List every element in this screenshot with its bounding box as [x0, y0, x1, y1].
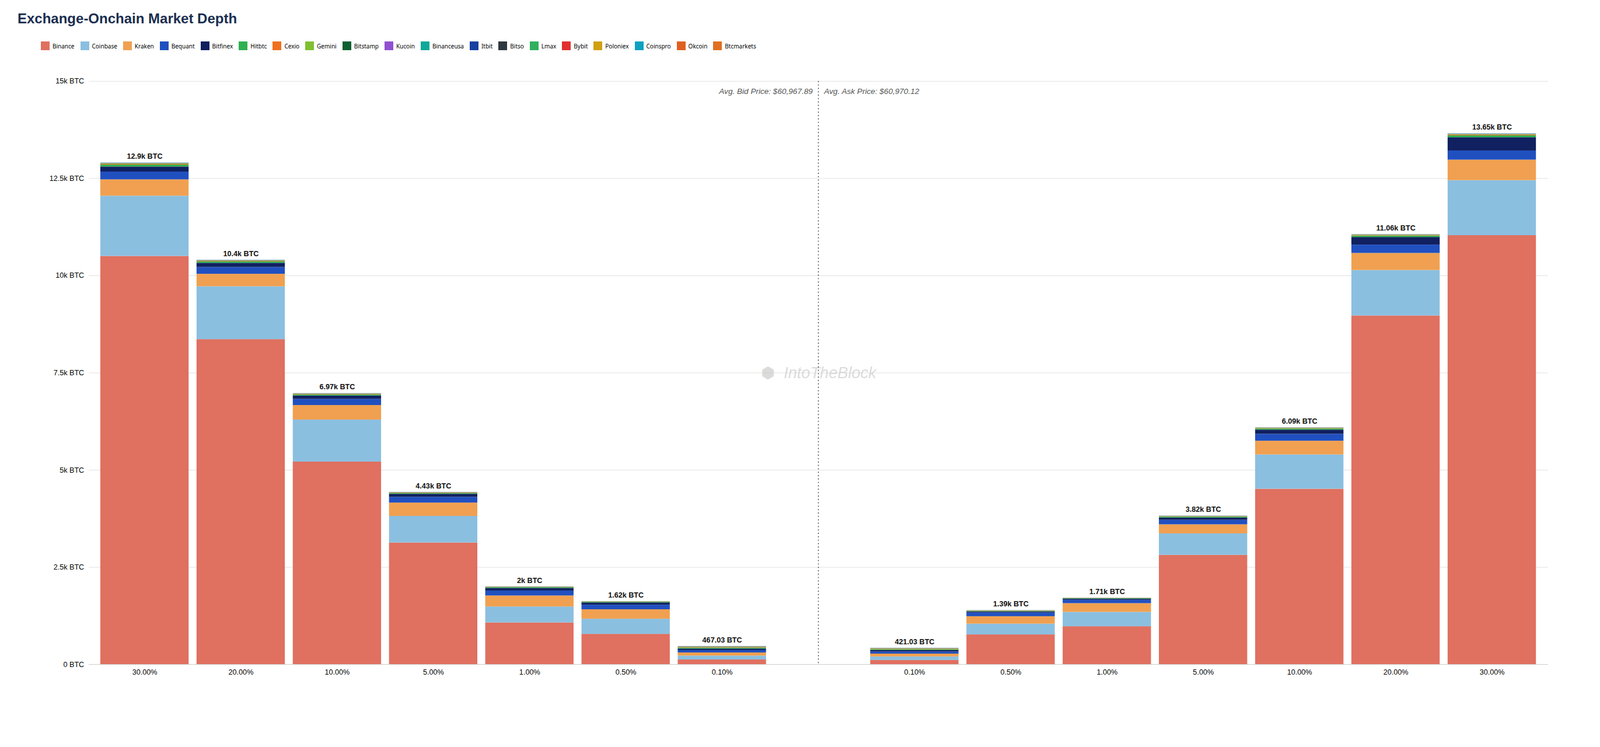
html-text:Kucoin: Kucoin	[396, 41, 415, 50]
svg-text:11.06k BTC: 11.06k BTC	[1375, 224, 1416, 233]
html-text:Binanceusa: Binanceusa	[432, 41, 464, 50]
svg-text:3.82k BTC: 3.82k BTC	[1185, 505, 1222, 514]
svg-text:6.09k BTC: 6.09k BTC	[1281, 417, 1318, 426]
svg-text:5.00%: 5.00%	[423, 668, 445, 677]
html-text:Kraken: Kraken	[134, 41, 154, 50]
svg-text:0.50%: 0.50%	[1000, 668, 1022, 677]
svg-text:13.65k BTC: 13.65k BTC	[1472, 123, 1512, 132]
svg-text:421.03 BTC: 421.03 BTC	[894, 637, 935, 646]
svg-text:1.62k BTC: 1.62k BTC	[608, 591, 644, 600]
svg-text:30.00%: 30.00%	[132, 668, 158, 677]
html-text:Okcoin: Okcoin	[688, 41, 708, 50]
svg-text:5.00%: 5.00%	[1192, 668, 1214, 677]
svg-text:2.5k BTC: 2.5k BTC	[53, 563, 85, 572]
svg-text:1.71k BTC: 1.71k BTC	[1089, 587, 1126, 596]
svg-text:12.5k BTC: 12.5k BTC	[49, 174, 85, 183]
svg-text:467.03 BTC: 467.03 BTC	[702, 636, 743, 645]
svg-text:1.00%: 1.00%	[519, 668, 541, 677]
html-text:Lmax: Lmax	[541, 41, 557, 50]
html-text:Bitstamp: Bitstamp	[354, 41, 379, 50]
svg-text:5k BTC: 5k BTC	[59, 466, 85, 475]
svg-text:30.00%: 30.00%	[1479, 668, 1505, 677]
svg-text:0.50%: 0.50%	[615, 668, 637, 677]
svg-text:10.00%: 10.00%	[325, 668, 351, 677]
svg-text:⬢ IntoTheBlock: ⬢ IntoTheBlock	[760, 363, 878, 382]
html-text:Bybit: Bybit	[573, 41, 588, 50]
html-text:Gemini: Gemini	[316, 41, 337, 50]
svg-text:10k BTC: 10k BTC	[55, 271, 85, 280]
html-text:Itbit: Itbit	[481, 41, 493, 50]
html-text:Bitso: Bitso	[510, 41, 524, 50]
svg-text:20.00%: 20.00%	[228, 668, 254, 677]
svg-text:1.00%: 1.00%	[1096, 668, 1118, 677]
svg-text:1.39k BTC: 1.39k BTC	[993, 599, 1029, 609]
html-text:Cexio: Cexio	[284, 41, 300, 50]
html-text:Bequant: Bequant	[171, 41, 195, 50]
svg-text:7.5k BTC: 7.5k BTC	[53, 368, 85, 377]
svg-text:20.00%: 20.00%	[1383, 668, 1409, 677]
svg-text:6.97k BTC: 6.97k BTC	[319, 382, 355, 391]
svg-text:10.4k BTC: 10.4k BTC	[222, 249, 259, 258]
svg-text:0.10%: 0.10%	[904, 668, 926, 677]
svg-text:Avg. Ask Price: $60,970.12: Avg. Ask Price: $60,970.12	[823, 86, 920, 96]
svg-text:0 BTC: 0 BTC	[63, 660, 85, 669]
svg-text:2k BTC: 2k BTC	[516, 576, 543, 585]
svg-text:10.00%: 10.00%	[1287, 668, 1313, 677]
svg-text:4.43k BTC: 4.43k BTC	[415, 481, 452, 491]
html-text:Coinbase: Coinbase	[91, 41, 118, 50]
svg-text:0.10%: 0.10%	[711, 668, 733, 677]
html-text:Coinspro: Coinspro	[646, 41, 671, 50]
svg-text:15k BTC: 15k BTC	[55, 77, 85, 86]
html-text:Poloniex: Poloniex	[605, 41, 629, 50]
svg-text:Avg. Bid Price: $60,967.89: Avg. Bid Price: $60,967.89	[718, 86, 813, 96]
html-text:Bitfinex: Bitfinex	[212, 41, 233, 50]
html-text:Binance: Binance	[52, 41, 75, 50]
html-text:Btcmarkets: Btcmarkets	[724, 41, 757, 50]
svg-text:12.9k BTC: 12.9k BTC	[127, 152, 163, 161]
html-text:Exchange-Onchain Market Depth: Exchange-Onchain Market Depth	[17, 10, 237, 27]
html-text:Hitbtc: Hitbtc	[250, 41, 267, 50]
